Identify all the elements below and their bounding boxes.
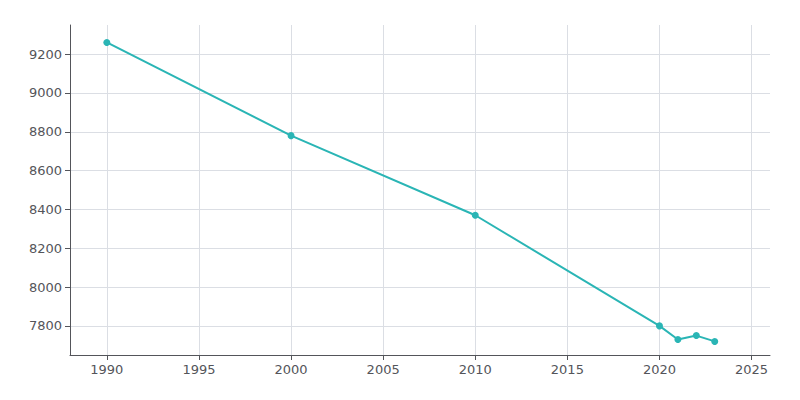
svg-text:8800: 8800 xyxy=(29,124,62,139)
svg-text:9000: 9000 xyxy=(29,85,62,100)
svg-text:2005: 2005 xyxy=(367,362,400,377)
svg-text:2000: 2000 xyxy=(275,362,308,377)
svg-text:8600: 8600 xyxy=(29,163,62,178)
svg-text:2025: 2025 xyxy=(735,362,768,377)
svg-text:2020: 2020 xyxy=(643,362,676,377)
svg-text:2010: 2010 xyxy=(459,362,492,377)
svg-text:7800: 7800 xyxy=(29,318,62,333)
svg-text:8400: 8400 xyxy=(29,202,62,217)
svg-text:1995: 1995 xyxy=(182,362,215,377)
svg-text:9200: 9200 xyxy=(29,47,62,62)
svg-text:8200: 8200 xyxy=(29,241,62,256)
svg-text:8000: 8000 xyxy=(29,280,62,295)
svg-text:1990: 1990 xyxy=(90,362,123,377)
svg-text:2015: 2015 xyxy=(551,362,584,377)
